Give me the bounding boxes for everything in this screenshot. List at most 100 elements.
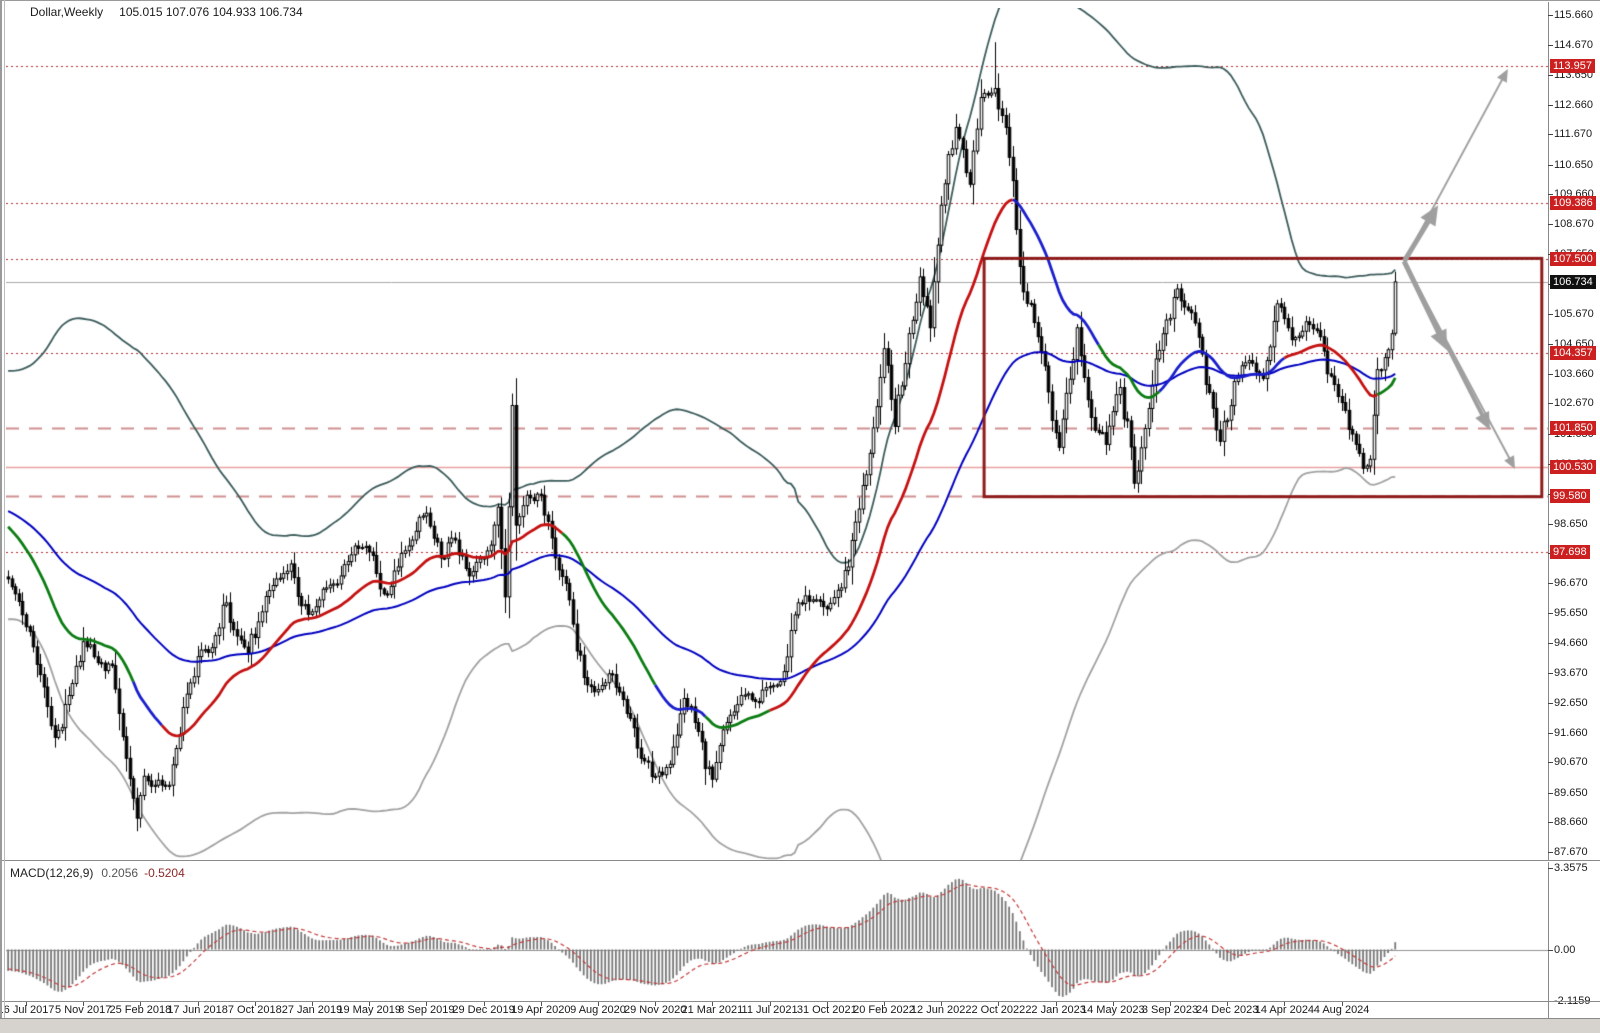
window-frame-left-inner (4, 0, 5, 1032)
x-axis-tick-mark (712, 1002, 714, 1006)
y-axis-tick-mark (1548, 672, 1553, 674)
macd-signal-value: -0.5204 (144, 866, 185, 880)
x-axis-tick-mark (655, 1002, 657, 1006)
x-axis-date-label: 14 May 2023 (1080, 1004, 1145, 1016)
x-axis-date-label: 24 Dec 2023 (1195, 1004, 1259, 1016)
macd-canvas[interactable] (6, 865, 1548, 1001)
pane-separator-highlight (0, 861, 1600, 862)
x-axis-date-label: 14 Apr 2024 (1254, 1004, 1315, 1016)
y-axis-tick-label: 102.670 (1554, 397, 1594, 410)
x-axis-date-label: 7 Oct 2018 (227, 1004, 282, 1016)
price-level-badge: 104.357 (1550, 345, 1596, 360)
y-axis-tick-label: 91.660 (1554, 726, 1588, 739)
x-axis-tick-mark (140, 1002, 142, 1006)
x-axis-tick-mark (312, 1002, 313, 1006)
macd-axis-tick-mark (1548, 949, 1553, 951)
y-axis-tick-label: 103.660 (1554, 367, 1594, 380)
x-axis-date-label: 4 Aug 2024 (1313, 1004, 1370, 1016)
x-axis-date-label: 5 Nov 2017 (55, 1004, 112, 1016)
y-axis-tick-mark (1548, 523, 1553, 525)
y-axis-tick-label: 93.670 (1554, 666, 1588, 679)
x-axis-date-label: 17 Jun 2018 (167, 1004, 228, 1016)
y-axis-tick-label: 87.670 (1554, 845, 1588, 858)
y-axis-tick-label: 88.660 (1554, 816, 1588, 829)
x-axis-tick-mark (941, 1002, 943, 1006)
y-axis-tick-mark (1548, 642, 1553, 644)
x-axis-tick-mark (1170, 1002, 1171, 1006)
y-axis-tick-label: 96.670 (1554, 576, 1588, 589)
x-axis-tick-mark (540, 1002, 542, 1006)
x-axis-date-label: 19 May 2019 (337, 1004, 401, 1016)
y-axis-tick-mark (1548, 582, 1553, 584)
symbol-title: Dollar,Weekly (30, 5, 104, 19)
x-axis-tick-mark (197, 1002, 199, 1006)
x-axis-date-label: 9 Aug 2020 (570, 1004, 626, 1016)
ohlc-readout: 105.015 107.076 104.933 106.734 (119, 5, 303, 19)
x-axis-date-label: 21 Mar 2021 (681, 1004, 744, 1016)
price-level-badge: 100.530 (1550, 460, 1596, 475)
pane-separator[interactable] (0, 860, 1600, 861)
x-axis-date-label: 3 Sep 2023 (1141, 1004, 1199, 1016)
x-axis-date-label: 19 Apr 2020 (511, 1004, 571, 1016)
macd-main-value: 0.2056 (101, 866, 139, 880)
y-axis-tick-label: 90.670 (1554, 756, 1588, 769)
price-level-badge: 107.500 (1550, 251, 1596, 266)
price-level-badge: 97.698 (1550, 545, 1590, 560)
price-level-badge: 109.386 (1550, 195, 1596, 210)
macd-axis-label: 3.3575 (1554, 861, 1588, 874)
y-axis-tick-mark (1548, 762, 1553, 764)
y-axis-tick-label: 92.650 (1554, 696, 1588, 709)
x-axis-date-label: 20 Feb 2022 (853, 1004, 915, 1016)
x-axis-tick-mark (426, 1002, 428, 1006)
x-axis-date-label: 16 Jul 2017 (0, 1004, 55, 1016)
y-axis-tick-mark (1548, 164, 1553, 166)
y-axis-tick-mark (1548, 15, 1553, 16)
macd-axis-label: 0.00 (1554, 943, 1576, 956)
x-axis-date-label: 25 Feb 2018 (109, 1004, 172, 1016)
x-axis-date-label: 12 Jun 2022 (910, 1004, 972, 1016)
x-axis-tick-mark (483, 1002, 485, 1006)
x-axis-tick-mark (83, 1002, 85, 1006)
y-axis-tick-label: 108.670 (1554, 218, 1594, 230)
y-axis-tick-mark (1548, 702, 1553, 704)
x-axis-tick-mark (254, 1002, 256, 1006)
window-frame-left (0, 0, 2, 1032)
macd-axis-tick-mark (1548, 867, 1553, 869)
y-axis-tick-mark (1548, 313, 1553, 315)
x-axis-tick-mark (884, 1002, 885, 1006)
y-axis-tick-mark (1548, 194, 1553, 196)
y-axis-tick-mark (1548, 104, 1553, 106)
macd-indicator-label: MACD(12,26,9) (10, 866, 94, 880)
x-axis-date-label: 27 Jan 2019 (281, 1004, 343, 1016)
macd-indicator-title: MACD(12,26,9) 0.2056 -0.5204 (10, 866, 185, 880)
y-axis-tick-mark (1548, 792, 1553, 794)
y-axis-tick-label: 112.660 (1554, 98, 1593, 111)
x-axis-tick-mark (1341, 1002, 1343, 1006)
x-axis-date-label: 8 Sep 2019 (398, 1004, 455, 1016)
y-axis-tick-label: 111.670 (1554, 128, 1593, 141)
y-axis-tick-label: 114.670 (1554, 38, 1593, 51)
window-frame-top (0, 0, 1600, 1)
x-axis-date-label: 11 Jul 2021 (741, 1004, 798, 1016)
y-axis-tick-mark (1548, 403, 1553, 405)
x-axis-tick-mark (26, 1002, 27, 1006)
y-axis-tick-mark (1548, 75, 1553, 77)
x-axis-tick-mark (369, 1002, 371, 1006)
y-axis-tick-label: 110.650 (1554, 158, 1593, 171)
y-axis-tick-mark (1548, 613, 1553, 615)
y-axis-tick-label: 95.650 (1554, 607, 1588, 620)
x-axis-date-label: 29 Nov 2020 (623, 1004, 687, 1016)
x-axis-date-label: 22 Jan 2023 (1025, 1004, 1086, 1016)
y-axis-tick-label: 115.660 (1554, 9, 1593, 21)
y-axis-tick-label: 98.650 (1554, 517, 1588, 530)
price-level-badge: 99.580 (1550, 488, 1590, 503)
x-axis-tick-mark (598, 1002, 599, 1006)
current-price-badge: 106.734 (1550, 274, 1596, 289)
y-axis-tick-mark (1548, 134, 1553, 136)
horizontal-scrollbar-track[interactable] (0, 1018, 1600, 1033)
price-chart-canvas[interactable] (6, 8, 1548, 860)
x-axis-tick-mark (1284, 1002, 1286, 1006)
y-axis-tick-mark (1548, 732, 1553, 734)
y-axis-tick-label: 94.660 (1554, 636, 1588, 649)
y-axis-tick-mark (1548, 373, 1553, 375)
